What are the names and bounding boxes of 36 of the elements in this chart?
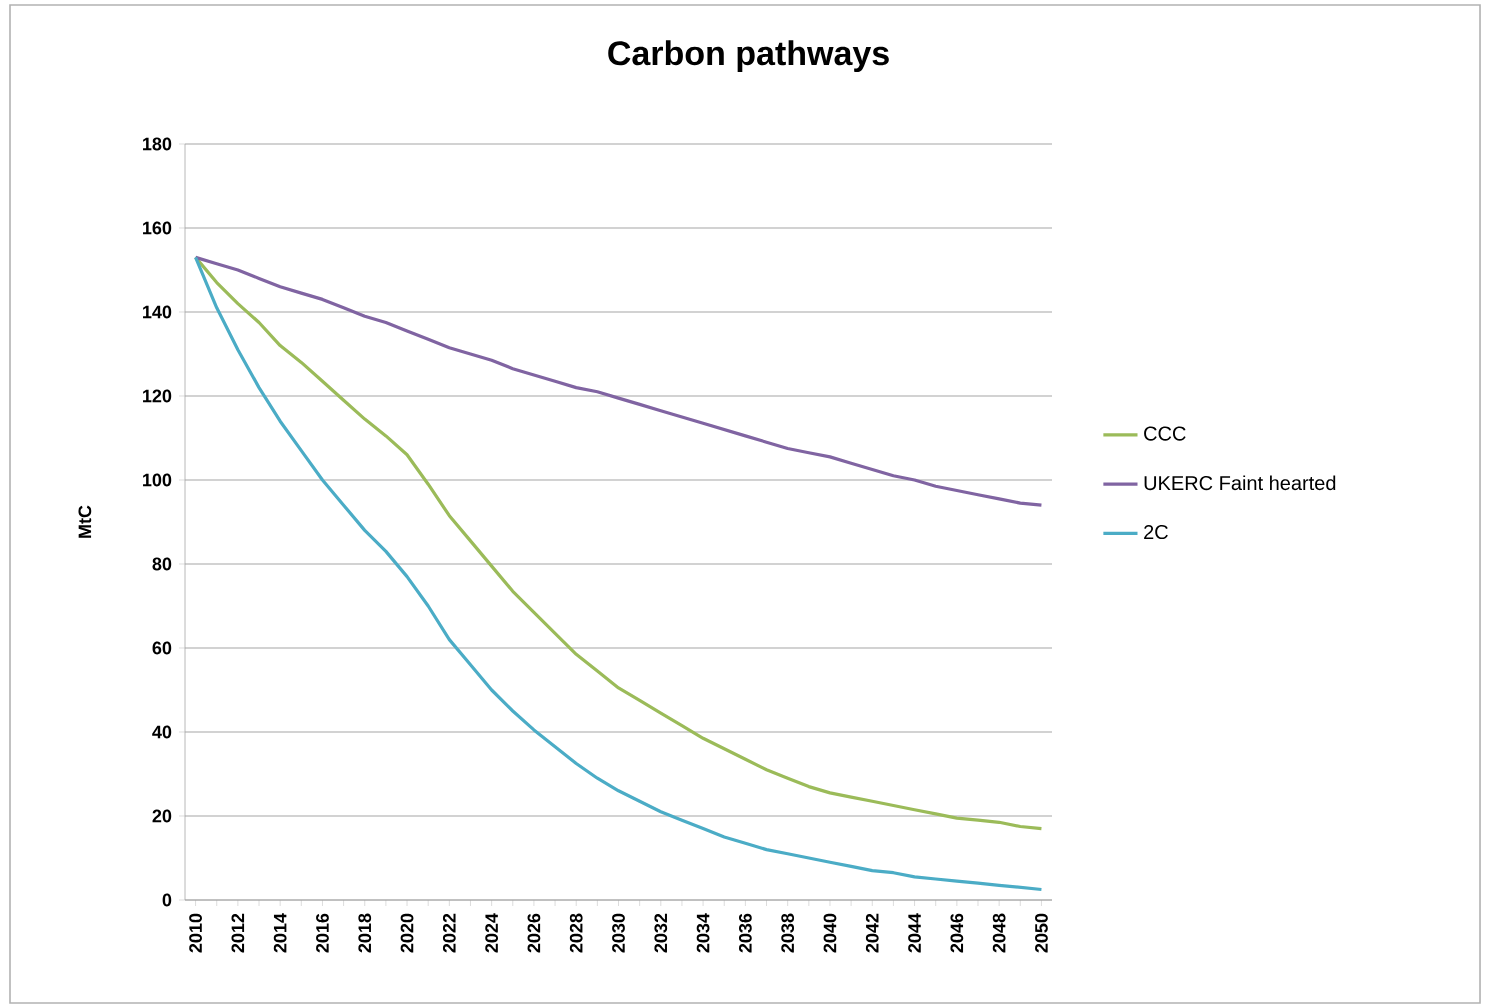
legend-label: CCC xyxy=(1144,426,1186,441)
x-tick-label: 2024 xyxy=(485,913,499,953)
y-tick-label: 160 xyxy=(143,221,172,235)
x-tick-label: 2046 xyxy=(950,913,964,953)
y-axis-title: MtC xyxy=(78,505,92,538)
legend-label: 2C xyxy=(1144,524,1168,540)
x-tick-label: 2028 xyxy=(569,913,583,953)
x-tick-label: 2036 xyxy=(738,913,752,953)
x-tick-label: 2010 xyxy=(189,913,202,953)
y-tick-label: 80 xyxy=(152,557,172,571)
x-tick-label: 2020 xyxy=(400,913,414,953)
x-tick-label: 2040 xyxy=(823,913,837,953)
y-tick-label: 100 xyxy=(143,473,172,487)
x-tick-label: 2012 xyxy=(231,913,245,953)
x-tick-label: 2050 xyxy=(1035,913,1048,953)
y-tick-label: 40 xyxy=(152,725,172,739)
y-tick-label: 0 xyxy=(162,893,172,907)
x-tick-label: 2038 xyxy=(781,913,795,953)
x-tick-label: 2048 xyxy=(992,913,1006,953)
x-tick-label: 2042 xyxy=(865,913,879,953)
x-tick-label: 2034 xyxy=(696,913,710,953)
x-tick-label: 2030 xyxy=(612,913,625,953)
chart-title: Carbon pathways xyxy=(608,40,889,72)
x-tick-label: 2032 xyxy=(654,913,668,953)
y-tick-label: 60 xyxy=(152,641,172,655)
x-tick-label: 2014 xyxy=(273,913,287,953)
legend-label: UKERC Faint hearted xyxy=(1144,475,1336,491)
y-tick-label: 20 xyxy=(152,809,172,823)
x-tick-label: 2018 xyxy=(358,913,372,953)
x-tick-label: 2022 xyxy=(442,913,456,953)
x-tick-label: 2044 xyxy=(908,913,921,953)
y-tick-label: 140 xyxy=(143,305,172,319)
x-tick-label: 2016 xyxy=(316,913,329,953)
y-tick-label: 120 xyxy=(143,389,172,403)
y-tick-label: 180 xyxy=(143,137,172,151)
x-tick-label: 2026 xyxy=(527,913,541,953)
